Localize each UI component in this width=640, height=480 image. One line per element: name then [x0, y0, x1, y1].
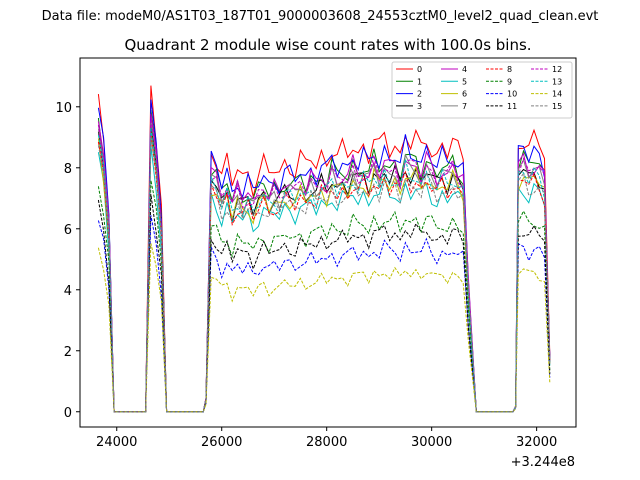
- series-line-2: [97, 99, 551, 413]
- y-tick-label: 2: [64, 345, 72, 360]
- y-tick-label: 0: [64, 406, 72, 421]
- series-line-13: [97, 127, 551, 413]
- y-tick-label: 4: [64, 284, 72, 299]
- legend-label: 4: [462, 65, 467, 74]
- x-tick-label: 26000: [201, 435, 242, 450]
- plot-area: [97, 85, 551, 413]
- legend-label: 6: [462, 90, 467, 99]
- series-line-15: [97, 138, 551, 413]
- x-offset-label: +3.244e8: [511, 455, 575, 470]
- axes-frame: [79, 57, 577, 428]
- legend-box: [391, 61, 573, 119]
- legend-label: 9: [507, 77, 512, 86]
- legend-label: 1: [417, 77, 422, 86]
- series-line-3: [97, 124, 551, 413]
- chart-suptitle: Data file: modeM0/AS1T03_187T01_90000036…: [42, 9, 599, 24]
- x-tick-label: 28000: [306, 435, 347, 450]
- series-line-7: [97, 120, 551, 413]
- x-tick-label: 24000: [96, 435, 137, 450]
- legend-label: 7: [462, 102, 467, 111]
- x-tick-label: 30000: [411, 435, 452, 450]
- y-tick-label: 10: [55, 101, 72, 116]
- legend-label: 0: [417, 65, 422, 74]
- legend-label: 14: [552, 90, 562, 99]
- legend-label: 3: [417, 102, 422, 111]
- chart-title: Quadrant 2 module wise count rates with …: [124, 36, 531, 54]
- legend-label: 13: [552, 77, 562, 86]
- series-line-0: [97, 85, 551, 413]
- legend-label: 11: [507, 102, 517, 111]
- series-line-1: [97, 110, 551, 413]
- x-tick-label: 32000: [516, 435, 557, 450]
- y-tick-label: 6: [64, 223, 72, 238]
- series-line-6: [97, 131, 551, 413]
- legend-label: 8: [507, 65, 512, 74]
- series-line-10: [97, 215, 551, 413]
- x-axis: 24000 26000 28000 30000 32000: [96, 427, 557, 450]
- y-axis: 0 2 4 6 8 10: [55, 101, 80, 421]
- legend-label: 10: [507, 90, 517, 99]
- series-line-12: [97, 117, 551, 413]
- legend-label: 5: [462, 77, 467, 86]
- series-line-8: [97, 134, 551, 413]
- legend-label: 2: [417, 90, 422, 99]
- legend-label: 15: [552, 102, 562, 111]
- legend-label: 12: [552, 65, 562, 74]
- y-tick-label: 8: [64, 162, 72, 177]
